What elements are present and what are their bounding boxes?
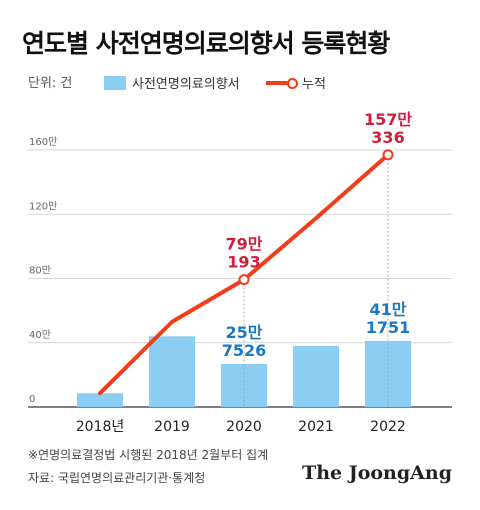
legend-bar-entry: 사전연명의료의향서	[104, 73, 240, 92]
x-tick-label: 2022	[370, 419, 406, 435]
bar-value-label: 7526	[222, 341, 267, 360]
x-tick-label: 2020	[226, 419, 262, 435]
y-tick-label: 0	[29, 394, 35, 405]
chart-title: 연도별 사전연명의료의향서 등록현황	[22, 29, 390, 58]
y-tick-label: 120만	[29, 200, 57, 212]
y-tick-label: 160만	[29, 136, 57, 148]
unit-label: 단위: 건	[28, 76, 73, 91]
bar-value-label: 25만	[226, 323, 263, 342]
legend-line-entry: 누적	[266, 73, 326, 92]
legend-line-swatch	[266, 76, 298, 90]
y-tick-label: 40만	[29, 329, 51, 341]
x-tick-label: 2021	[298, 419, 334, 435]
line-marker	[238, 274, 250, 286]
cumulative-value-label: 336	[371, 128, 404, 147]
line-marker	[382, 149, 394, 161]
bar	[149, 336, 195, 407]
cumulative-value-label: 79만	[226, 235, 263, 254]
publisher-logo: The JoongAng	[302, 462, 452, 484]
line-layer	[98, 149, 394, 407]
bar-value-label: 41만	[370, 300, 407, 319]
legend-bar-swatch	[104, 76, 126, 90]
bar	[77, 393, 123, 407]
x-tick-label: 2018년	[76, 419, 125, 435]
y-tick-label: 80만	[29, 265, 51, 277]
x-tick-label: 2019	[154, 419, 190, 435]
bar	[293, 345, 339, 407]
footnote: ※연명의료결정법 시행된 2018년 2월부터 집계	[28, 448, 269, 462]
source-line: 자료: 국립연명의료관리기관·통계청	[28, 471, 206, 485]
cumulative-value-label: 193	[227, 253, 260, 272]
cumulative-value-label: 157만	[364, 110, 412, 129]
bar-value-label: 1751	[366, 318, 411, 337]
legend-line-label: 누적	[302, 77, 326, 92]
legend-bar-label: 사전연명의료의향서	[132, 77, 240, 92]
